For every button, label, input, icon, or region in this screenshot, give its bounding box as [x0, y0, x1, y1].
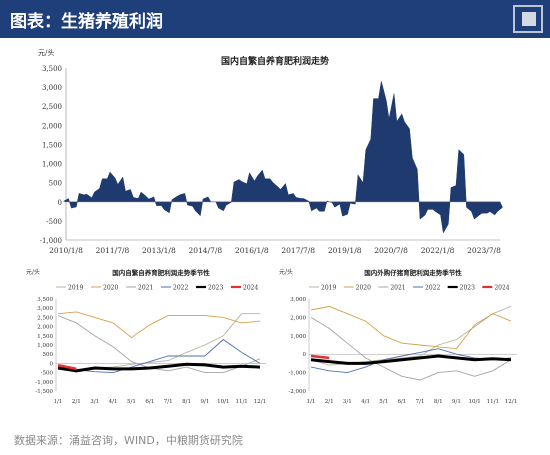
y-tick-label: 2,000	[37, 325, 53, 331]
x-tick-label: 1/1	[54, 399, 63, 405]
y-tick-label: 3,000	[42, 84, 62, 92]
y-tick-label: 1,000	[290, 334, 306, 340]
legend-label: 2021	[138, 285, 153, 292]
header-bar: 图表：生猪养殖利润	[0, 0, 550, 38]
legend-label: 2023	[460, 285, 475, 292]
x-tick-label: 2/1	[325, 399, 334, 405]
x-tick-label: 8/1	[434, 399, 443, 405]
legend-label: 2022	[173, 285, 188, 292]
x-tick-label: 2013/1/8	[142, 246, 176, 255]
y-tick-label: 1,000	[37, 343, 53, 349]
x-tick-label: 2022/1/8	[421, 246, 455, 255]
x-tick-label: 10/1	[468, 399, 480, 405]
y-tick-label: 2,500	[42, 103, 62, 111]
legend-label: 2020	[356, 285, 371, 292]
x-tick-label: 6/1	[397, 399, 406, 405]
y-tick-label: 1,000	[42, 161, 62, 169]
x-tick-label: 3/1	[343, 399, 352, 405]
x-tick-label: 10/1	[217, 399, 229, 405]
series-line-2021	[57, 315, 261, 374]
x-tick-label: 5/1	[127, 399, 136, 405]
x-tick-label: 8/1	[182, 399, 191, 405]
series-line-2024	[310, 354, 330, 360]
legend-label: 2024	[494, 285, 509, 292]
x-tick-label: 1/1	[307, 399, 316, 405]
x-tick-label: 4/1	[361, 399, 370, 405]
y-tick-label: 0	[303, 352, 307, 358]
series-line-2023	[310, 354, 512, 365]
y-tick-label: -1,000	[35, 380, 53, 386]
x-tick-label: 11/1	[235, 399, 247, 405]
x-tick-label: 2020/7/8	[374, 246, 408, 255]
brand-logo-icon	[513, 5, 543, 33]
series-line-2022	[57, 338, 261, 374]
x-tick-label: 9/1	[452, 399, 461, 405]
x-tick-label: 5/1	[379, 399, 388, 405]
x-tick-label: 11/1	[487, 399, 499, 405]
y-tick-label: 0	[58, 199, 62, 207]
x-tick-label: 3/1	[90, 399, 99, 405]
legend-label: 2023	[208, 285, 223, 292]
x-tick-label: 12/1	[254, 399, 266, 405]
y-tick-label: 2,500	[37, 315, 53, 321]
y-tick-label: 500	[49, 180, 62, 188]
x-tick-label: 7/1	[416, 399, 425, 405]
x-tick-label: 2010/1/8	[49, 246, 83, 255]
series-line-2019	[310, 305, 512, 366]
legend-label: 2021	[390, 285, 405, 292]
x-tick-label: 2019/1/8	[328, 246, 362, 255]
legend-label: 2019	[321, 285, 336, 292]
y-tick-label: 3,500	[42, 65, 62, 73]
y-tick-label: -1,000	[40, 237, 62, 245]
y-tick-label: 500	[43, 352, 54, 358]
chart-title: 国内外购仔猪育肥利润走势季节性	[364, 268, 462, 277]
y-tick-label: 2,000	[290, 315, 306, 321]
seasonal-chart-purchased-piglets: 国内外购仔猪育肥利润走势季节性 元/头 3,000 2,000 1,000 0 -1,000…	[279, 268, 517, 405]
y-tick-label: 2,000	[42, 122, 62, 130]
series-line-2023	[57, 362, 261, 373]
y-tick-label: 3,000	[290, 297, 306, 303]
series-line-2019	[57, 313, 260, 372]
x-tick-label: 12/1	[505, 399, 517, 405]
legend-label: 2020	[103, 285, 118, 292]
seasonal-chart-self-breeding: 国内自繁自养育肥利润走势季节性 元/头 3,500 3,000 2,500 2,000 1,…	[26, 268, 266, 405]
y-axis-label: 元/头	[279, 268, 293, 276]
x-tick-label: 9/1	[200, 399, 209, 405]
chart-title: 国内自繁自养育肥利润走势	[221, 55, 329, 67]
x-tick-label: 2017/7/8	[281, 246, 315, 255]
y-tick-label: 1,500	[42, 141, 62, 149]
y-tick-label: -500	[46, 218, 62, 226]
y-tick-label: -500	[41, 371, 54, 377]
y-axis-label: 元/头	[38, 48, 54, 57]
series-line-2021	[310, 317, 512, 381]
x-tick-label: 2023/7/8	[467, 246, 501, 255]
profit-area-series	[62, 81, 503, 234]
legend-label: 2022	[425, 285, 440, 292]
x-tick-label: 4/1	[109, 399, 118, 405]
legend-label: 2019	[68, 285, 83, 292]
x-tick-label: 2014/7/8	[188, 246, 222, 255]
x-tick-label: 6/1	[145, 399, 154, 405]
x-tick-label: 7/1	[164, 399, 173, 405]
main-area-chart: 国内自繁自养育肥利润走势 元/头 3,500 3,000 2,500 2,000 1,500…	[38, 48, 503, 255]
y-tick-label: 1,500	[37, 334, 53, 340]
series-line-2020	[310, 305, 512, 350]
legend-label: 2024	[243, 285, 258, 292]
y-tick-label: 3,500	[37, 297, 53, 303]
x-tick-label: 2016/1/8	[235, 246, 269, 255]
series-line-2020	[57, 311, 261, 339]
y-axis-label: 元/头	[26, 268, 40, 276]
series-line-2024	[57, 363, 77, 371]
x-tick-label: 2/1	[72, 399, 81, 405]
y-tick-label: -2,000	[288, 389, 306, 395]
y-tick-label: 3,000	[37, 306, 53, 312]
y-tick-label: -1,500	[35, 389, 53, 395]
x-tick-label: 2011/7/8	[96, 246, 130, 255]
source-note: 数据来源：涌益咨询，WIND，中粮期货研究院	[14, 434, 243, 447]
y-tick-label: -1,000	[288, 371, 306, 377]
y-tick-label: 0	[50, 361, 54, 367]
chart-title: 国内自繁自养育肥利润走势季节性	[112, 268, 210, 277]
page-title: 图表：生猪养殖利润	[10, 12, 163, 32]
